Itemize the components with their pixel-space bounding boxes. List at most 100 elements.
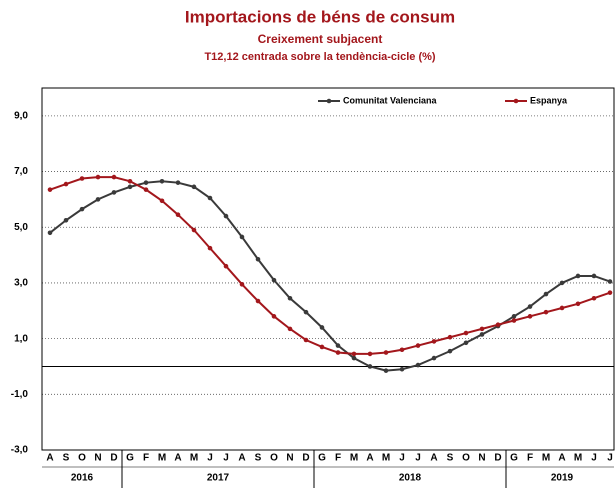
point (383, 368, 389, 373)
x-tick-label: S (447, 453, 454, 464)
point (431, 339, 437, 344)
x-tick-label: M (190, 453, 198, 464)
point (543, 291, 549, 297)
x-tick-label: F (143, 453, 149, 464)
point (223, 213, 229, 219)
x-tick-label: N (94, 453, 101, 464)
point (351, 351, 357, 357)
point (463, 340, 469, 346)
point (575, 273, 581, 279)
point (175, 212, 181, 217)
x-tick-label: J (415, 453, 421, 464)
y-tick-label: -1,0 (11, 389, 29, 400)
x-tick-label: F (527, 453, 533, 464)
point (143, 187, 149, 192)
x-tick-label: J (591, 453, 597, 464)
point (447, 334, 453, 340)
x-tick-label: A (238, 453, 245, 464)
y-tick-label: 1,0 (14, 333, 28, 344)
point (159, 178, 165, 184)
year-label: 2016 (71, 473, 94, 484)
point (127, 184, 133, 190)
x-tick-label: N (478, 453, 485, 464)
x-tick-label: A (430, 453, 437, 464)
x-tick-label: O (462, 453, 470, 464)
point (351, 355, 357, 361)
point (367, 364, 373, 369)
year-label: 2017 (207, 473, 230, 484)
point (239, 234, 245, 240)
x-tick-label: M (574, 453, 582, 464)
point (159, 198, 165, 204)
y-tick-label: 3,0 (14, 278, 28, 289)
x-tick-label: O (270, 453, 278, 464)
x-tick-label: O (78, 453, 86, 464)
point (335, 350, 341, 355)
x-tick-label: M (350, 453, 358, 464)
point (47, 187, 53, 192)
x-tick-label: A (558, 453, 565, 464)
legend-marker (513, 98, 519, 104)
x-tick-label: G (126, 453, 134, 464)
x-tick-label: J (207, 453, 213, 464)
point (111, 174, 117, 180)
point (191, 227, 197, 233)
point (63, 181, 69, 187)
point (79, 176, 85, 181)
x-tick-label: S (255, 453, 262, 464)
x-tick-label: D (110, 453, 117, 464)
point (111, 190, 117, 195)
plot-border (41, 87, 615, 451)
legend-label: Comunitat Valenciana (343, 95, 438, 105)
point (399, 366, 405, 372)
point (415, 362, 421, 368)
chart-subtitle: Creixement subjacent (258, 32, 383, 46)
x-tick-label: S (63, 453, 70, 464)
x-tick-label: J (607, 453, 613, 464)
point (95, 197, 101, 202)
point (303, 337, 309, 343)
point (431, 355, 437, 361)
point (271, 314, 277, 319)
point (495, 322, 501, 327)
chart-title: Importacions de béns de consum (185, 7, 455, 26)
x-tick-label: F (335, 453, 341, 464)
point (527, 314, 533, 319)
x-tick-label: M (158, 453, 166, 464)
point (207, 245, 213, 251)
point (559, 280, 565, 286)
x-tick-label: G (510, 453, 518, 464)
point (383, 350, 389, 355)
point (367, 351, 373, 357)
point (223, 263, 229, 269)
x-tick-label: A (174, 453, 181, 464)
point (63, 217, 69, 223)
legend-marker (326, 98, 332, 104)
point (47, 230, 53, 236)
series-line (49, 176, 611, 355)
point (607, 290, 613, 295)
point (175, 180, 181, 185)
point (479, 332, 485, 337)
x-tick-label: A (366, 453, 373, 464)
x-tick-label: M (382, 453, 390, 464)
point (399, 347, 405, 353)
y-tick-label: 5,0 (14, 222, 28, 233)
point (559, 305, 565, 311)
point (255, 298, 261, 304)
point (335, 343, 341, 348)
y-tick-label: -3,0 (11, 445, 29, 456)
point (287, 326, 293, 332)
point (319, 325, 325, 330)
x-tick-label: A (46, 453, 53, 464)
y-tick-label: 7,0 (14, 166, 28, 177)
x-tick-label: M (542, 453, 550, 464)
x-tick-label: G (318, 453, 326, 464)
point (575, 301, 581, 307)
point (591, 295, 597, 301)
x-tick-label: D (302, 453, 309, 464)
point (463, 330, 469, 336)
point (287, 295, 293, 301)
point (303, 309, 309, 315)
x-tick-label: J (399, 453, 405, 464)
